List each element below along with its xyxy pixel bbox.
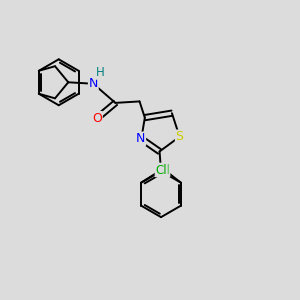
Text: S: S xyxy=(176,130,184,143)
Text: H: H xyxy=(95,66,104,79)
Text: Cl: Cl xyxy=(158,164,169,176)
Text: N: N xyxy=(88,77,98,90)
Text: O: O xyxy=(92,112,102,125)
Text: Cl: Cl xyxy=(155,164,167,176)
Text: N: N xyxy=(136,132,146,145)
